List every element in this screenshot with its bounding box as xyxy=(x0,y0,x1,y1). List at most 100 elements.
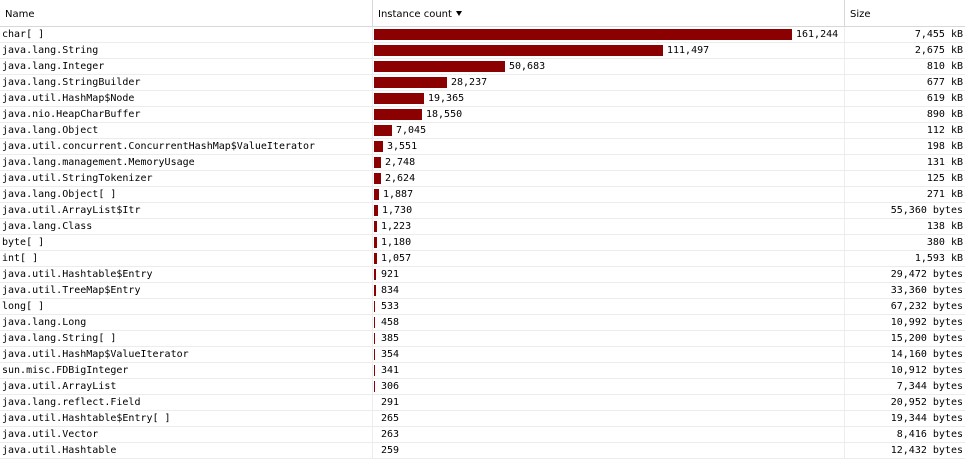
column-divider xyxy=(844,267,845,282)
column-divider xyxy=(844,139,845,154)
table-row[interactable]: java.lang.management.MemoryUsage 2,748 131… xyxy=(0,155,965,171)
instance-count-label: 533 xyxy=(381,301,400,312)
table-row[interactable]: long[ ] 533 67,232 bytes xyxy=(0,299,965,315)
instance-count-bar xyxy=(374,29,792,40)
row-class-name: java.util.ArrayList xyxy=(2,381,117,392)
column-divider xyxy=(844,283,845,298)
row-instance-count: 306 xyxy=(374,379,842,394)
row-class-name: java.lang.String[ ] xyxy=(2,333,117,344)
instance-count-label: 1,180 xyxy=(381,237,412,248)
row-instance-count: 28,237 xyxy=(374,75,842,90)
table-row[interactable]: java.util.ArrayList$Itr 1,730 55,360 bytes xyxy=(0,203,965,219)
row-size: 20,952 bytes xyxy=(890,397,963,408)
instance-count-bar xyxy=(374,365,375,376)
table-row[interactable]: java.lang.Object[ ] 1,887 271 kB xyxy=(0,187,965,203)
instance-count-bar xyxy=(374,157,381,168)
instance-count-label: 1,887 xyxy=(383,189,414,200)
row-size: 138 kB xyxy=(926,221,963,232)
column-divider xyxy=(844,235,845,250)
row-instance-count: 341 xyxy=(374,363,842,378)
column-divider xyxy=(844,27,845,42)
instance-count-bar xyxy=(374,237,377,248)
row-class-name: java.lang.Class xyxy=(2,221,93,232)
instance-count-label: 834 xyxy=(381,285,400,296)
row-size: 10,912 bytes xyxy=(890,365,963,376)
row-size: 1,593 kB xyxy=(914,253,963,264)
row-class-name: java.lang.reflect.Field xyxy=(2,397,141,408)
table-row[interactable]: java.util.concurrent.ConcurrentHashMap$V… xyxy=(0,139,965,155)
row-size: 19,344 bytes xyxy=(890,413,963,424)
table-row[interactable]: java.nio.HeapCharBuffer 18,550 890 kB xyxy=(0,107,965,123)
row-class-name: java.lang.Object[ ] xyxy=(2,189,117,200)
column-divider xyxy=(844,43,845,58)
table-row[interactable]: java.util.StringTokenizer 2,624 125 kB xyxy=(0,171,965,187)
row-instance-count: 834 xyxy=(374,283,842,298)
column-divider xyxy=(844,299,845,314)
row-size: 55,360 bytes xyxy=(890,205,963,216)
table-row[interactable]: java.util.Hashtable 259 12,432 bytes xyxy=(0,443,965,459)
table-row[interactable]: java.lang.reflect.Field 291 20,952 bytes xyxy=(0,395,965,411)
table-row[interactable]: java.util.ArrayList 306 7,344 bytes xyxy=(0,379,965,395)
column-header-name[interactable]: Name xyxy=(0,0,370,26)
column-divider xyxy=(844,331,845,346)
table-row[interactable]: java.util.HashMap$Node 19,365 619 kB xyxy=(0,91,965,107)
column-header-size[interactable]: Size xyxy=(845,0,965,26)
table-row[interactable]: sun.misc.FDBigInteger 341 10,912 bytes xyxy=(0,363,965,379)
instance-count-bar xyxy=(374,221,377,232)
column-divider xyxy=(372,27,373,42)
column-divider xyxy=(844,251,845,266)
table-row[interactable]: java.util.Hashtable$Entry 921 29,472 bytes xyxy=(0,267,965,283)
instance-count-label: 306 xyxy=(381,381,400,392)
row-instance-count: 50,683 xyxy=(374,59,842,74)
column-divider xyxy=(372,235,373,250)
column-resize-handle-count[interactable] xyxy=(844,0,845,26)
row-instance-count: 19,365 xyxy=(374,91,842,106)
table-row[interactable]: java.lang.Long 458 10,992 bytes xyxy=(0,315,965,331)
table-row[interactable]: java.lang.String 111,497 2,675 kB xyxy=(0,43,965,59)
row-class-name: java.lang.String xyxy=(2,45,99,56)
instance-count-bar xyxy=(374,141,383,152)
sort-descending-icon xyxy=(455,11,462,16)
table-row[interactable]: java.lang.String[ ] 385 15,200 bytes xyxy=(0,331,965,347)
table-row[interactable]: byte[ ] 1,180 380 kB xyxy=(0,235,965,251)
table-row[interactable]: java.util.Vector 263 8,416 bytes xyxy=(0,427,965,443)
column-divider xyxy=(372,187,373,202)
table-row[interactable]: java.util.Hashtable$Entry[ ] 265 19,344 by… xyxy=(0,411,965,427)
row-size: 67,232 bytes xyxy=(890,301,963,312)
row-size: 198 kB xyxy=(926,141,963,152)
instance-count-bar xyxy=(374,269,376,280)
row-instance-count: 161,244 xyxy=(374,27,842,42)
instance-count-label: 458 xyxy=(381,317,400,328)
table-row[interactable]: java.lang.Integer 50,683 810 kB xyxy=(0,59,965,75)
column-divider xyxy=(844,75,845,90)
column-divider xyxy=(372,379,373,394)
table-row[interactable]: java.lang.Class 1,223 138 kB xyxy=(0,219,965,235)
column-divider xyxy=(372,331,373,346)
table-row[interactable]: int[ ] 1,057 1,593 kB xyxy=(0,251,965,267)
column-divider xyxy=(372,251,373,266)
column-header-instance-count[interactable]: Instance count xyxy=(373,0,844,26)
column-divider xyxy=(372,347,373,362)
column-divider xyxy=(372,315,373,330)
table-row[interactable]: java.util.HashMap$ValueIterator 354 14,160… xyxy=(0,347,965,363)
instance-count-bar xyxy=(374,381,375,392)
table-row[interactable]: java.util.TreeMap$Entry 834 33,360 bytes xyxy=(0,283,965,299)
column-divider xyxy=(372,395,373,410)
instance-count-label: 265 xyxy=(381,413,400,424)
table-row[interactable]: java.lang.StringBuilder 28,237 677 kB xyxy=(0,75,965,91)
row-class-name: java.lang.Long xyxy=(2,317,87,328)
column-divider xyxy=(372,427,373,442)
row-size: 271 kB xyxy=(926,189,963,200)
column-divider xyxy=(372,203,373,218)
row-size: 2,675 kB xyxy=(914,45,963,56)
column-header-size-label: Size xyxy=(850,9,871,20)
column-resize-handle-name[interactable] xyxy=(372,0,373,26)
column-divider xyxy=(372,123,373,138)
column-divider xyxy=(844,123,845,138)
table-row[interactable]: char[ ] 161,244 7,455 kB xyxy=(0,27,965,43)
instance-count-label: 7,045 xyxy=(396,125,427,136)
instance-count-bar xyxy=(374,333,375,344)
table-row[interactable]: java.lang.Object 7,045 112 kB xyxy=(0,123,965,139)
row-class-name: java.lang.StringBuilder xyxy=(2,77,141,88)
